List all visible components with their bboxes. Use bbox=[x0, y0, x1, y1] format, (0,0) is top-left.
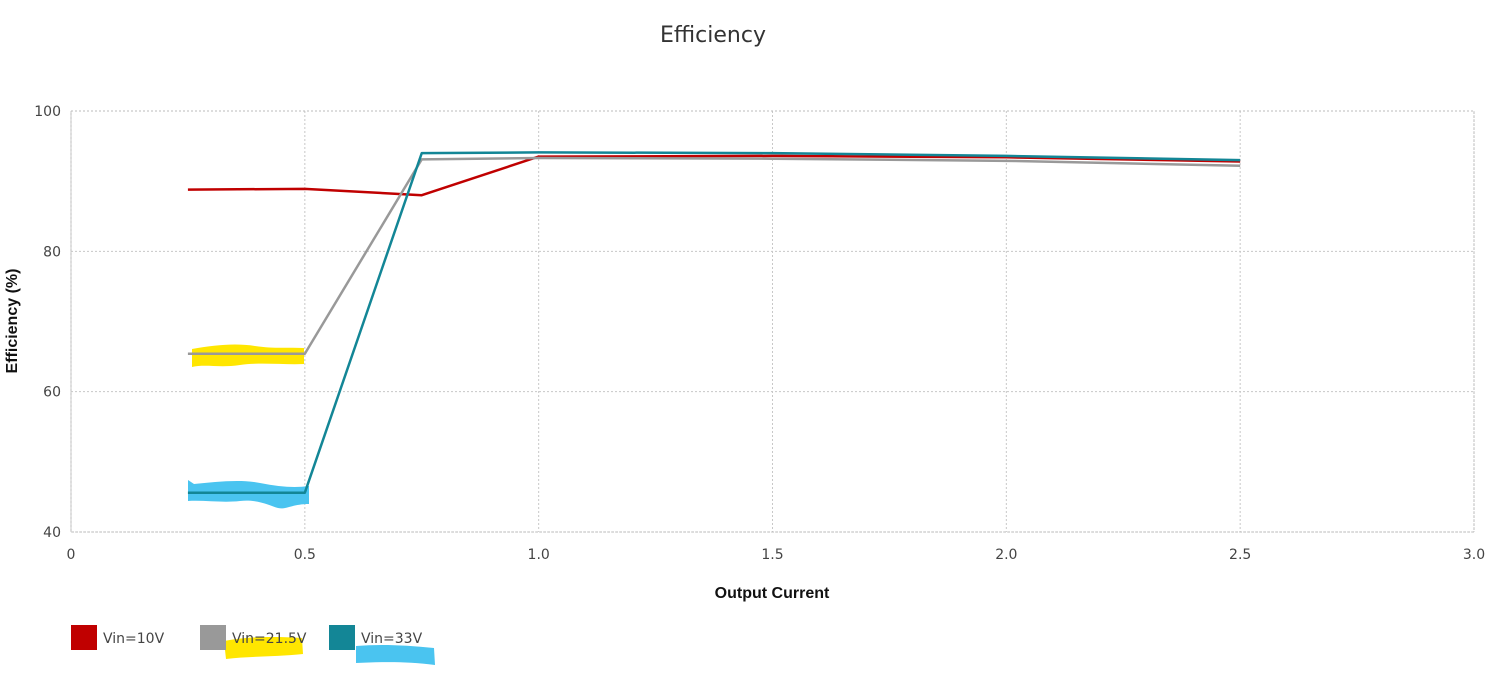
y-tick-label: 80 bbox=[43, 244, 61, 260]
grid-lines bbox=[70, 110, 1475, 533]
legend-swatch-2 bbox=[200, 625, 226, 650]
y-tick-label: 60 bbox=[43, 385, 61, 401]
y-tick-label: 100 bbox=[34, 104, 61, 120]
y-axis-label: Efficiency (%) bbox=[4, 269, 21, 374]
x-tick-label: 2.0 bbox=[995, 547, 1017, 563]
highlighter-marks bbox=[188, 344, 435, 665]
legend: Vin=10V Vin=21.5V Vin=33V bbox=[71, 625, 423, 650]
legend-swatch-3 bbox=[329, 625, 355, 650]
series-line-3 bbox=[187, 151, 1241, 494]
legend-swatch-1 bbox=[71, 625, 97, 650]
y-tick-labels: 40 60 80 100 bbox=[34, 104, 61, 541]
blue-highlight-legend bbox=[356, 644, 435, 665]
series-line-2 bbox=[187, 156, 1241, 356]
yellow-highlight-legend bbox=[224, 637, 303, 659]
series-line-1 bbox=[187, 154, 1241, 197]
x-tick-label: 1.5 bbox=[761, 547, 783, 563]
x-tick-label: 3.0 bbox=[1463, 547, 1485, 563]
x-tick-label: 0 bbox=[67, 547, 76, 563]
yellow-highlight-line bbox=[192, 344, 304, 367]
legend-label-1: Vin=10V bbox=[103, 631, 165, 647]
x-tick-label: 1.0 bbox=[528, 547, 550, 563]
x-tick-label: 2.5 bbox=[1229, 547, 1251, 563]
legend-label-2: Vin=21.5V bbox=[232, 631, 307, 647]
y-tick-label: 40 bbox=[43, 525, 61, 541]
chart-title: Efficiency bbox=[660, 23, 766, 48]
x-axis-label: Output Current bbox=[715, 585, 830, 602]
series-lines bbox=[187, 151, 1241, 494]
plot-frame bbox=[70, 110, 1475, 533]
x-tick-label: 0.5 bbox=[294, 547, 316, 563]
x-tick-labels: 0 0.5 1.0 1.5 2.0 2.5 3.0 bbox=[67, 547, 1486, 563]
legend-label-3: Vin=33V bbox=[361, 631, 423, 647]
blue-highlight-line bbox=[188, 480, 309, 509]
